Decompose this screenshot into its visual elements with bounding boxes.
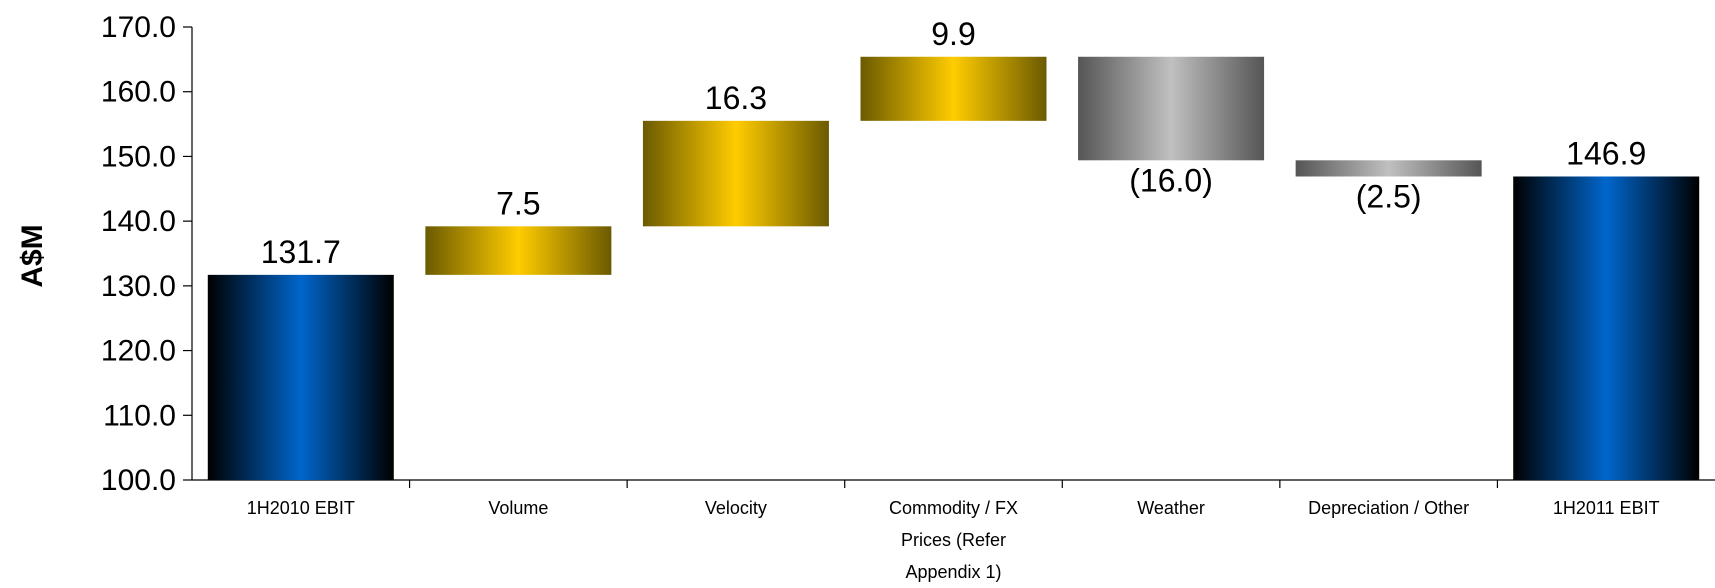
- y-tick-label: 150.0: [101, 140, 176, 173]
- y-tick-label: 130.0: [101, 270, 176, 303]
- x-category-label: Weather: [1137, 498, 1205, 518]
- y-tick-label: 110.0: [103, 399, 176, 432]
- x-category-label: 1H2010 EBIT: [247, 498, 355, 518]
- total-bar: [207, 274, 394, 480]
- decrease-bar: [1295, 160, 1482, 177]
- data-labels: 131.7 7.5 16.3 9.9 (16.0) (2.5) 146.9: [261, 16, 1647, 270]
- bar-value-label: 7.5: [496, 185, 540, 221]
- decrease-bar: [1078, 56, 1265, 161]
- bar-value-label: (2.5): [1356, 178, 1422, 214]
- increase-bar: [642, 120, 829, 227]
- x-category-label: Commodity / FX Prices (Refer Appendix 1): [889, 498, 1018, 582]
- increase-bar: [860, 56, 1047, 121]
- y-tick-label: 120.0: [101, 335, 176, 368]
- x-category-label: Volume: [488, 498, 548, 518]
- y-axis-title: A$M: [16, 224, 49, 287]
- x-category-label: 1H2011 EBIT: [1553, 498, 1660, 518]
- bar-value-label: 131.7: [261, 234, 341, 270]
- bars: [207, 56, 1700, 481]
- x-axis: 1H2010 EBIT Volume Velocity Commodity / FX P…: [192, 479, 1715, 582]
- bar-value-label: 16.3: [705, 80, 767, 116]
- y-tick-label: 100.0: [101, 464, 176, 497]
- bar-value-label: 146.9: [1566, 135, 1646, 171]
- y-tick-label: 170.0: [101, 11, 176, 44]
- y-axis: 100.0 110.0 120.0 130.0 140.0 150.0 160.0 170.0: [101, 11, 193, 497]
- x-category-label: Velocity: [705, 498, 767, 518]
- bar-value-label: 9.9: [931, 16, 975, 52]
- increase-bar: [425, 226, 612, 275]
- bar-value-label: (16.0): [1129, 162, 1213, 198]
- y-tick-label: 160.0: [101, 76, 176, 109]
- total-bar: [1513, 176, 1700, 481]
- x-category-label: Depreciation / Other: [1308, 498, 1469, 518]
- y-tick-label: 140.0: [101, 205, 176, 238]
